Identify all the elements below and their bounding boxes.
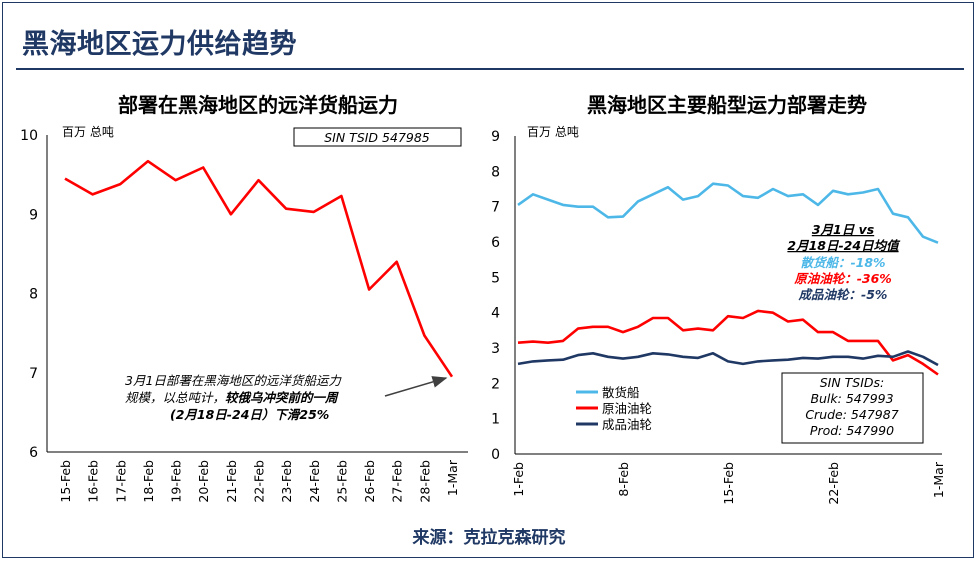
page-title: 黑海地区运力供给趋势	[22, 29, 297, 60]
left-x-tick-label: 28-Feb	[417, 460, 432, 503]
left-x-tick-label: 27-Feb	[390, 460, 405, 503]
left-y-unit-label: 百万 总吨	[62, 125, 114, 139]
left-annotation-line2: 规模，以总吨计，较俄乌冲突前的一周	[125, 390, 339, 405]
left-x-tick-label: 17-Feb	[113, 460, 128, 503]
left-x-tick-label: 26-Feb	[362, 460, 377, 503]
right-x-tick-label: 22-Feb	[826, 462, 841, 505]
left-x-tick-label: 22-Feb	[252, 460, 267, 503]
right-series-line-2	[517, 350, 939, 367]
left-y-tick-label: 6	[29, 445, 38, 461]
legend-label-2: 成品油轮	[602, 417, 652, 432]
left-y-tick-label: 8	[29, 287, 38, 303]
right-x-tick-label: 1-Feb	[511, 462, 526, 497]
right-x-tick-label: 15-Feb	[721, 462, 736, 505]
left-x-tick-label: 1-Mar	[445, 459, 460, 496]
right-y-tick-label: 4	[491, 306, 500, 322]
left-annotation-line1: 3月1日部署在黑海地区的远洋货船运力	[125, 373, 342, 388]
right-chart-title: 黑海地区主要船型运力部署走势	[587, 93, 867, 117]
left-x-tick-label: 16-Feb	[86, 460, 101, 503]
right-y-tick-label: 3	[491, 341, 500, 357]
right-y-tick-label: 0	[491, 447, 500, 463]
left-sin-box	[293, 127, 462, 147]
left-annotation-arrow	[384, 376, 448, 397]
legend-label-0: 散货船	[602, 385, 640, 400]
left-x-tick-label: 23-Feb	[279, 460, 294, 503]
left-sin-label: SIN TSID 547985	[324, 130, 430, 145]
right-series-line-0	[517, 182, 939, 244]
left-x-tick-label: 19-Feb	[169, 460, 184, 503]
left-series-line	[64, 159, 454, 378]
right-y-tick-label: 7	[491, 200, 500, 216]
right-y-tick-label: 2	[491, 376, 500, 392]
note-item-0: 散货船：-18%	[800, 255, 885, 270]
left-x-tick-label: 18-Feb	[141, 460, 156, 503]
left-y-tick-label: 7	[29, 366, 38, 382]
note-item-2: 成品油轮：-5%	[798, 287, 888, 302]
right-y-tick-label: 6	[491, 235, 500, 251]
note-title-line2: 2月18日-24日均值	[787, 238, 901, 253]
left-y-tick-label: 9	[29, 207, 38, 223]
left-x-tick-label: 24-Feb	[307, 460, 322, 503]
right-sin-box	[781, 372, 924, 444]
right-series-line-1	[517, 309, 939, 376]
left-y-tick-label: 10	[20, 128, 38, 144]
left-annotation-line2-normal: 规模，以总吨计，	[125, 390, 225, 405]
right-sin-line-1: Bulk: 547993	[810, 391, 893, 406]
left-annotation-line3: (2月18日-24日）下滑25%	[170, 407, 329, 422]
right-sin-line-3: Prod: 547990	[810, 423, 894, 438]
right-sin-line-2: Crude: 547987	[805, 407, 898, 422]
right-x-tick-label: 1-Mar	[931, 461, 946, 498]
right-y-tick-label: 5	[491, 270, 500, 286]
source-note: 来源：克拉克森研究	[412, 528, 566, 548]
right-y-unit-label: 百万 总吨	[527, 125, 579, 139]
title-divider	[16, 68, 964, 70]
legend-label-1: 原油油轮	[602, 401, 652, 416]
left-x-tick-label: 15-Feb	[58, 460, 73, 503]
left-x-tick-label: 20-Feb	[196, 460, 211, 503]
right-x-tick-label: 8-Feb	[616, 462, 631, 497]
right-y-tick-label: 1	[491, 412, 500, 428]
right-sin-line-0: SIN TSIDs:	[820, 375, 885, 390]
right-y-tick-label: 8	[491, 164, 500, 180]
note-title-line1: 3月1日 vs	[812, 222, 874, 237]
left-chart-title: 部署在黑海地区的远洋货船运力	[118, 93, 398, 117]
note-item-1: 原油油轮：-36%	[793, 271, 892, 286]
left-annotation-line2-bold: 较俄乌冲突前的一周	[225, 390, 339, 405]
left-x-tick-label: 25-Feb	[334, 460, 349, 503]
right-y-tick-label: 9	[491, 129, 500, 145]
left-x-tick-label: 21-Feb	[224, 460, 239, 503]
